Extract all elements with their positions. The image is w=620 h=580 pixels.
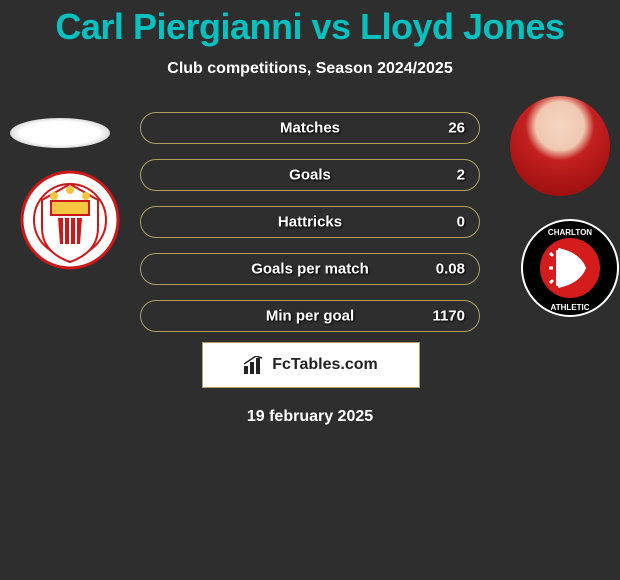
stat-label: Goals per match bbox=[251, 261, 369, 278]
charlton-crest-icon: CHARLTON ATHLETIC bbox=[520, 218, 620, 318]
stat-row-min-per-goal: Min per goal 1170 bbox=[140, 300, 480, 332]
bar-chart-icon bbox=[244, 356, 266, 374]
stat-label: Goals bbox=[289, 167, 331, 184]
stat-value: 0 bbox=[457, 214, 465, 231]
stat-label: Min per goal bbox=[266, 308, 354, 325]
stat-row-goals: Goals 2 bbox=[140, 159, 480, 191]
right-player-photo bbox=[510, 96, 610, 196]
comparison-card: Carl Piergianni vs Lloyd Jones Club comp… bbox=[0, 0, 620, 580]
stat-label: Matches bbox=[280, 120, 340, 137]
page-title: Carl Piergianni vs Lloyd Jones bbox=[0, 0, 620, 48]
footer-date: 19 february 2025 bbox=[0, 408, 620, 426]
stat-value: 26 bbox=[448, 120, 465, 137]
stat-row-matches: Matches 26 bbox=[140, 112, 480, 144]
left-player-photo bbox=[10, 118, 110, 148]
site-attribution: FcTables.com bbox=[202, 342, 420, 388]
svg-text:CHARLTON: CHARLTON bbox=[548, 228, 592, 237]
stevenage-crest-icon bbox=[20, 170, 120, 270]
content-area: CHARLTON ATHLETIC Matches 26 Goals 2 Hat… bbox=[0, 112, 620, 442]
stat-row-hattricks: Hattricks 0 bbox=[140, 206, 480, 238]
right-club-badge: CHARLTON ATHLETIC bbox=[520, 218, 620, 318]
stat-bars: Matches 26 Goals 2 Hattricks 0 Goals per… bbox=[140, 112, 480, 347]
stat-value: 2 bbox=[457, 167, 465, 184]
subtitle: Club competitions, Season 2024/2025 bbox=[0, 60, 620, 78]
left-club-badge bbox=[20, 170, 120, 270]
stat-label: Hattricks bbox=[278, 214, 342, 231]
svg-text:ATHLETIC: ATHLETIC bbox=[551, 303, 590, 312]
site-label: FcTables.com bbox=[272, 356, 378, 374]
stat-value: 1170 bbox=[432, 308, 465, 325]
stat-value: 0.08 bbox=[436, 261, 465, 278]
stat-row-goals-per-match: Goals per match 0.08 bbox=[140, 253, 480, 285]
